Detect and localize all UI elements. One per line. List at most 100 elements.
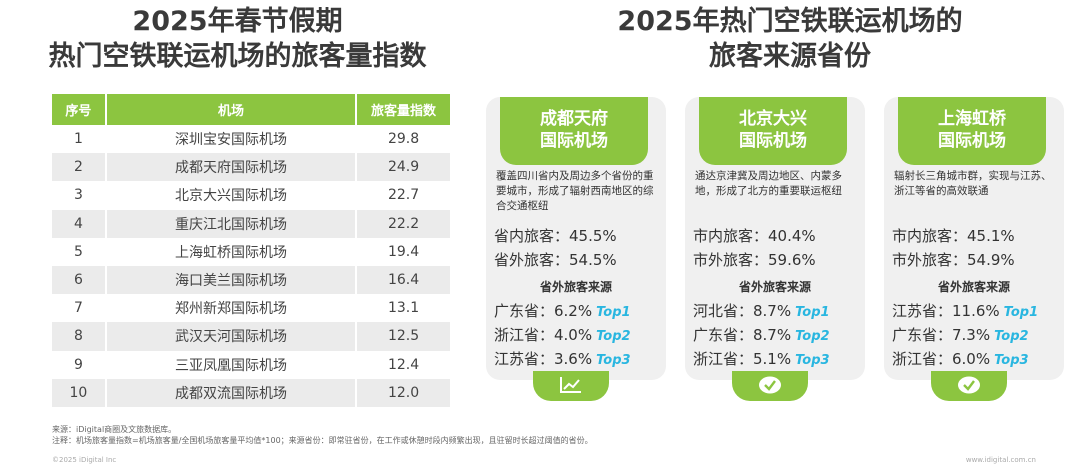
province-share: 江苏省：3.6% [494, 350, 593, 368]
table-row: 7 郑州新郑国际机场 13.1 [52, 294, 450, 323]
local-passenger-share: 省内旅客：45.5% [494, 227, 617, 245]
source-province-row: 广东省：7.3% Top2 [892, 324, 1029, 345]
table-row: 2 成都天府国际机场 24.9 [52, 153, 450, 182]
province-share: 广东省：6.2% [494, 302, 593, 320]
external-passenger-share: 市外旅客：54.9% [892, 251, 1015, 269]
external-passenger-share: 省外旅客：54.5% [494, 251, 617, 269]
table-header-row: 序号 机场 旅客量指数 [52, 94, 450, 125]
cell-rank: 10 [52, 378, 107, 407]
province-share: 河北省：8.7% [693, 302, 792, 320]
cell-airport: 海口美兰国际机场 [105, 265, 358, 295]
cell-airport: 成都双流国际机场 [105, 378, 358, 407]
source-provinces-title: 省外旅客来源 [539, 280, 612, 294]
cell-rank: 5 [52, 237, 107, 266]
card-icon-tab [732, 371, 808, 401]
province-share: 广东省：7.3% [892, 326, 991, 344]
source-provinces-title: 省外旅客来源 [738, 280, 811, 294]
local-passenger-share: 市内旅客：45.1% [892, 227, 1015, 245]
province-share: 广东省：8.7% [693, 326, 792, 344]
cell-rank: 8 [52, 322, 107, 351]
province-share: 浙江省：4.0% [494, 326, 593, 344]
airport-card: 北京大兴 国际机场通达京津冀及周边地区、内蒙多地，形成了北方的重要联运枢纽市内旅客… [685, 97, 865, 401]
cell-rank: 2 [52, 153, 107, 182]
card-icon-tab [931, 371, 1007, 401]
table-body: 1 深圳宝安国际机场 29.8 2 成都天府国际机场 24.9 3 北京大兴国际机场 22.7 4… [52, 125, 450, 407]
card-description: 通达京津冀及周边地区、内蒙多地，形成了北方的重要联运枢纽 [695, 170, 842, 197]
source-provinces-title: 省外旅客来源 [937, 280, 1010, 294]
left-title-line1: 2025年春节假期 [132, 6, 343, 37]
province-rank-label: Top3 [994, 353, 1029, 368]
province-share: 江苏省：11.6% [892, 302, 1000, 320]
source-province-row: 浙江省：5.1% Top3 [693, 348, 830, 369]
card-description: 覆盖四川省内及周边多个省份的重要城市，形成了辐射西南地区的综合交通枢纽 [496, 170, 654, 212]
source-province-row: 河北省：8.7% Top1 [693, 300, 830, 321]
province-rank-label: Top3 [596, 353, 631, 368]
card-airport-name: 成都天府 国际机场 [500, 97, 648, 165]
cell-airport: 上海虹桥国际机场 [105, 237, 358, 266]
cell-passenger-index: 22.7 [356, 181, 450, 210]
province-rank-label: Top3 [795, 353, 830, 368]
table-row: 8 武汉天河国际机场 12.5 [52, 322, 450, 351]
right-title-line2: 旅客来源省份 [709, 41, 871, 72]
cell-airport: 三亚凤凰国际机场 [105, 350, 358, 379]
table-row: 1 深圳宝安国际机场 29.8 [52, 125, 450, 154]
card-airport-name: 北京大兴 国际机场 [699, 97, 847, 165]
table-row: 9 三亚凤凰国际机场 12.4 [52, 350, 450, 379]
cell-passenger-index: 12.0 [356, 378, 450, 407]
card-name-line1: 上海虹桥 [938, 109, 1006, 129]
website-link[interactable]: www.idigital.com.cn [965, 456, 1036, 464]
card-icon-tab [533, 371, 609, 401]
province-rank-label: Top1 [1003, 305, 1039, 320]
table-row: 10 成都双流国际机场 12.0 [52, 378, 450, 407]
cell-rank: 1 [52, 125, 107, 154]
source-province-row: 浙江省：4.0% Top2 [494, 324, 631, 345]
card-name-line2: 国际机场 [540, 131, 608, 151]
province-share: 浙江省：6.0% [892, 350, 991, 368]
cell-passenger-index: 16.4 [356, 265, 450, 295]
source-province-row: 广东省：8.7% Top2 [693, 324, 830, 345]
table-row: 3 北京大兴国际机场 22.7 [52, 181, 450, 210]
source-province-row: 江苏省：3.6% Top3 [494, 348, 631, 369]
cell-passenger-index: 19.4 [356, 237, 450, 266]
cell-airport: 武汉天河国际机场 [105, 322, 358, 351]
cell-passenger-index: 12.4 [356, 350, 450, 379]
cell-passenger-index: 22.2 [356, 209, 450, 238]
card-name-line2: 国际机场 [938, 131, 1006, 151]
source-line: 来源：iDigital商圈及文旅数据库。 [52, 425, 177, 434]
check-badge-icon [759, 376, 781, 394]
cell-rank: 6 [52, 265, 107, 295]
check-badge-icon [958, 376, 980, 394]
table-row: 4 重庆江北国际机场 22.2 [52, 209, 450, 238]
header-airport: 机场 [105, 94, 358, 125]
cell-passenger-index: 12.5 [356, 322, 450, 351]
airport-card: 成都天府 国际机场覆盖四川省内及周边多个省份的重要城市，形成了辐射西南地区的综合交… [486, 97, 666, 401]
source-province-row: 江苏省：11.6% Top1 [892, 300, 1038, 321]
cell-airport: 成都天府国际机场 [105, 153, 358, 182]
province-rank-label: Top2 [596, 329, 631, 344]
cell-rank: 3 [52, 181, 107, 210]
province-rank-label: Top2 [795, 329, 830, 344]
source-province-row: 浙江省：6.0% Top3 [892, 348, 1029, 369]
right-title-line1: 2025年热门空铁联运机场的 [617, 6, 963, 37]
cell-passenger-index: 29.8 [356, 125, 450, 154]
external-passenger-share: 市外旅客：59.6% [693, 251, 816, 269]
cell-rank: 4 [52, 209, 107, 238]
annotation-line: 注释：机场旅客量指数=机场旅客量/全国机场旅客量平均值*100；来源省份：即常驻… [52, 436, 593, 445]
table-row: 6 海口美兰国际机场 16.4 [52, 265, 450, 295]
local-passenger-share: 市内旅客：40.4% [693, 227, 816, 245]
cell-airport: 郑州新郑国际机场 [105, 294, 358, 323]
province-rank-label: Top2 [994, 329, 1029, 344]
cell-airport: 深圳宝安国际机场 [105, 125, 358, 154]
source-notes: 来源：iDigital商圈及文旅数据库。 注释：机场旅客量指数=机场旅客量/全国… [52, 424, 593, 446]
left-title-line2: 热门空铁联运机场的旅客量指数 [48, 41, 427, 72]
province-rank-label: Top1 [795, 305, 830, 320]
header-rank: 序号 [52, 94, 107, 125]
header-passenger-index: 旅客量指数 [356, 94, 450, 125]
card-airport-name: 上海虹桥 国际机场 [898, 97, 1046, 165]
card-name-line1: 成都天府 [540, 109, 608, 129]
cell-rank: 9 [52, 350, 107, 379]
card-description: 辐射长三角城市群，实现与江苏、浙江等省的高效联通 [894, 170, 1052, 197]
right-title: 2025年热门空铁联运机场的 旅客来源省份 [530, 4, 1050, 74]
card-name-line1: 北京大兴 [739, 109, 807, 129]
left-title: 2025年春节假期 热门空铁联运机场的旅客量指数 [15, 4, 460, 74]
